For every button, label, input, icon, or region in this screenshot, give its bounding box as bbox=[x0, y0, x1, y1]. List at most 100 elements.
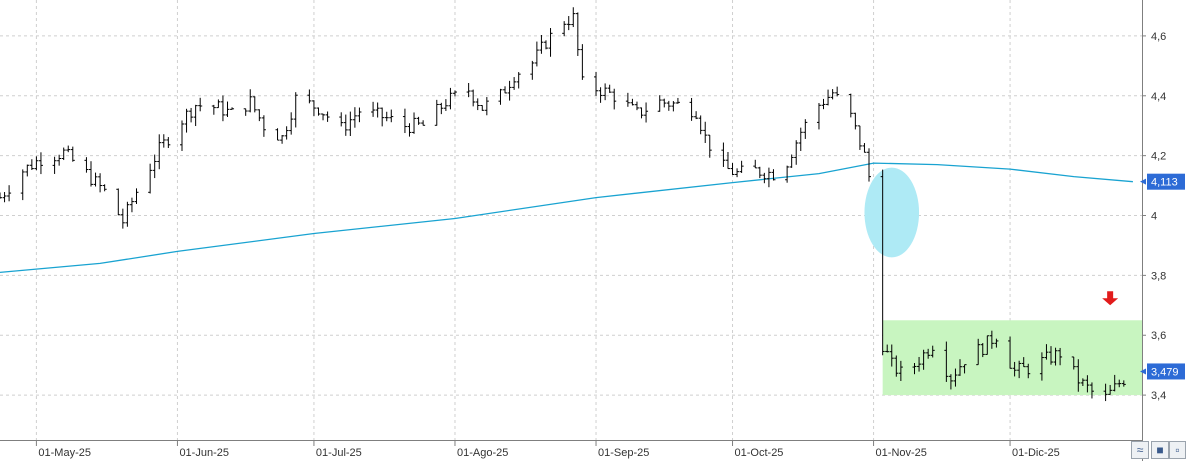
ohlc-bar bbox=[571, 7, 576, 28]
ohlc-bar bbox=[789, 154, 794, 168]
ohlc-bar bbox=[762, 172, 767, 184]
price-badge-label: 3,479 bbox=[1151, 366, 1179, 378]
ohlc-bar bbox=[25, 164, 30, 177]
ohlc-bar bbox=[1080, 378, 1085, 387]
ohlc-bar bbox=[179, 120, 184, 151]
ohlc-bar bbox=[625, 92, 630, 107]
ohlc-bar bbox=[480, 105, 485, 111]
x-tick-label: 01-May-25 bbox=[38, 447, 91, 459]
ohlc-bar bbox=[594, 71, 599, 96]
ohlc-bar bbox=[421, 120, 426, 126]
ohlc-bar bbox=[261, 115, 266, 137]
price-badge bbox=[1147, 173, 1185, 190]
ohlc-bar bbox=[84, 157, 89, 173]
x-tick-label: 01-Nov-25 bbox=[876, 447, 927, 459]
ohlc-bar bbox=[580, 44, 585, 80]
ohlc-bar bbox=[730, 163, 735, 176]
ohlc-bar bbox=[2, 192, 7, 203]
x-tick-label: 01-Sep-25 bbox=[598, 447, 649, 459]
ohlc-bar bbox=[803, 119, 808, 139]
ohlc-bar bbox=[189, 107, 194, 123]
y-tick-label: 3,8 bbox=[1151, 270, 1166, 282]
moving-average bbox=[0, 162, 1133, 274]
ohlc-bar bbox=[148, 163, 153, 194]
ohlc-bar bbox=[512, 77, 517, 90]
ohlc-bar bbox=[694, 111, 699, 120]
ohlc-bar bbox=[380, 107, 385, 127]
ohlc-bar bbox=[826, 89, 831, 106]
ohlc-bar bbox=[484, 97, 489, 116]
ohlc-bar bbox=[248, 89, 253, 113]
ohlc-bar bbox=[989, 330, 994, 349]
ohlc-bar bbox=[885, 344, 890, 353]
square-icon: ▫ bbox=[1175, 443, 1180, 457]
ohlc-bar bbox=[275, 128, 280, 141]
ohlc-bar bbox=[1017, 360, 1022, 379]
ohlc-bar bbox=[821, 98, 826, 110]
chart-type-button[interactable]: ≈ bbox=[1131, 441, 1149, 459]
ohlc-bar bbox=[243, 108, 248, 116]
ohlc-bar bbox=[402, 108, 407, 134]
save-button[interactable]: ■ bbox=[1151, 441, 1169, 459]
ohlc-bar bbox=[798, 127, 803, 151]
ohlc-bar bbox=[452, 90, 457, 97]
ohlc-bar bbox=[1089, 382, 1094, 399]
moving-average-line bbox=[0, 162, 1133, 274]
ohlc-bar bbox=[184, 108, 189, 133]
ohlc-bar bbox=[120, 208, 125, 229]
price-badges: 4,113 3,479 bbox=[1140, 173, 1185, 380]
settings-button[interactable]: ▫ bbox=[1169, 441, 1186, 459]
ohlc-bar bbox=[161, 134, 166, 148]
ohlc-bar bbox=[307, 89, 312, 104]
ohlc-bar bbox=[662, 98, 667, 108]
ohlc-bar bbox=[0, 192, 2, 199]
ohlc-bar bbox=[926, 348, 931, 359]
ohlc-bar bbox=[516, 72, 521, 89]
ohlc-bar bbox=[766, 167, 771, 188]
ohlc-bar bbox=[771, 169, 776, 181]
ohlc-bar bbox=[343, 114, 348, 136]
ohlc-bar bbox=[1103, 383, 1108, 402]
ohlc-bar bbox=[794, 140, 799, 165]
ohlc-bar bbox=[548, 28, 553, 57]
y-tick-label: 4 bbox=[1151, 211, 1157, 223]
ohlc-bar bbox=[630, 98, 635, 106]
ohlc-bar bbox=[339, 112, 344, 127]
price-bars bbox=[0, 7, 1126, 402]
ohlc-bar bbox=[311, 100, 316, 116]
badge-pointer bbox=[1140, 178, 1146, 185]
ohlc-bar bbox=[448, 87, 453, 110]
ohlc-bar bbox=[1039, 352, 1044, 381]
ohlc-bar bbox=[416, 116, 421, 125]
ohlc-bar bbox=[466, 83, 471, 98]
ohlc-bar bbox=[898, 360, 903, 382]
ohlc-bar bbox=[1053, 347, 1058, 366]
x-tick-label: 01-Oct-25 bbox=[735, 447, 784, 459]
ohlc-bar bbox=[102, 184, 107, 192]
ohlc-bar bbox=[475, 98, 480, 111]
ohlc-bar bbox=[921, 349, 926, 370]
ohlc-bar bbox=[412, 112, 417, 134]
ohlc-bar bbox=[257, 109, 262, 122]
ohlc-bar bbox=[443, 99, 448, 111]
ohlc-bar bbox=[88, 161, 93, 187]
ohlc-bar bbox=[1076, 359, 1081, 392]
ohlc-bar bbox=[289, 112, 294, 135]
ohlc-bar bbox=[657, 95, 662, 112]
ohlc-bar bbox=[211, 104, 216, 115]
ohlc-bar bbox=[739, 160, 744, 173]
ohlc-bar bbox=[61, 147, 66, 161]
ohlc-bar bbox=[976, 338, 981, 366]
ohlc-bar bbox=[280, 135, 285, 144]
y-tick-label: 3,6 bbox=[1151, 330, 1166, 342]
ohlc-bar bbox=[707, 134, 712, 158]
ohlc-bar bbox=[152, 154, 157, 179]
ohlc-bar bbox=[1121, 380, 1126, 387]
ohlc-bar bbox=[316, 107, 321, 116]
ohlc-bar bbox=[675, 97, 680, 104]
ohlc-bar bbox=[193, 104, 198, 127]
ohlc-bar bbox=[348, 111, 353, 136]
ohlc-bar bbox=[912, 363, 917, 375]
ohlc-bar bbox=[721, 142, 726, 167]
